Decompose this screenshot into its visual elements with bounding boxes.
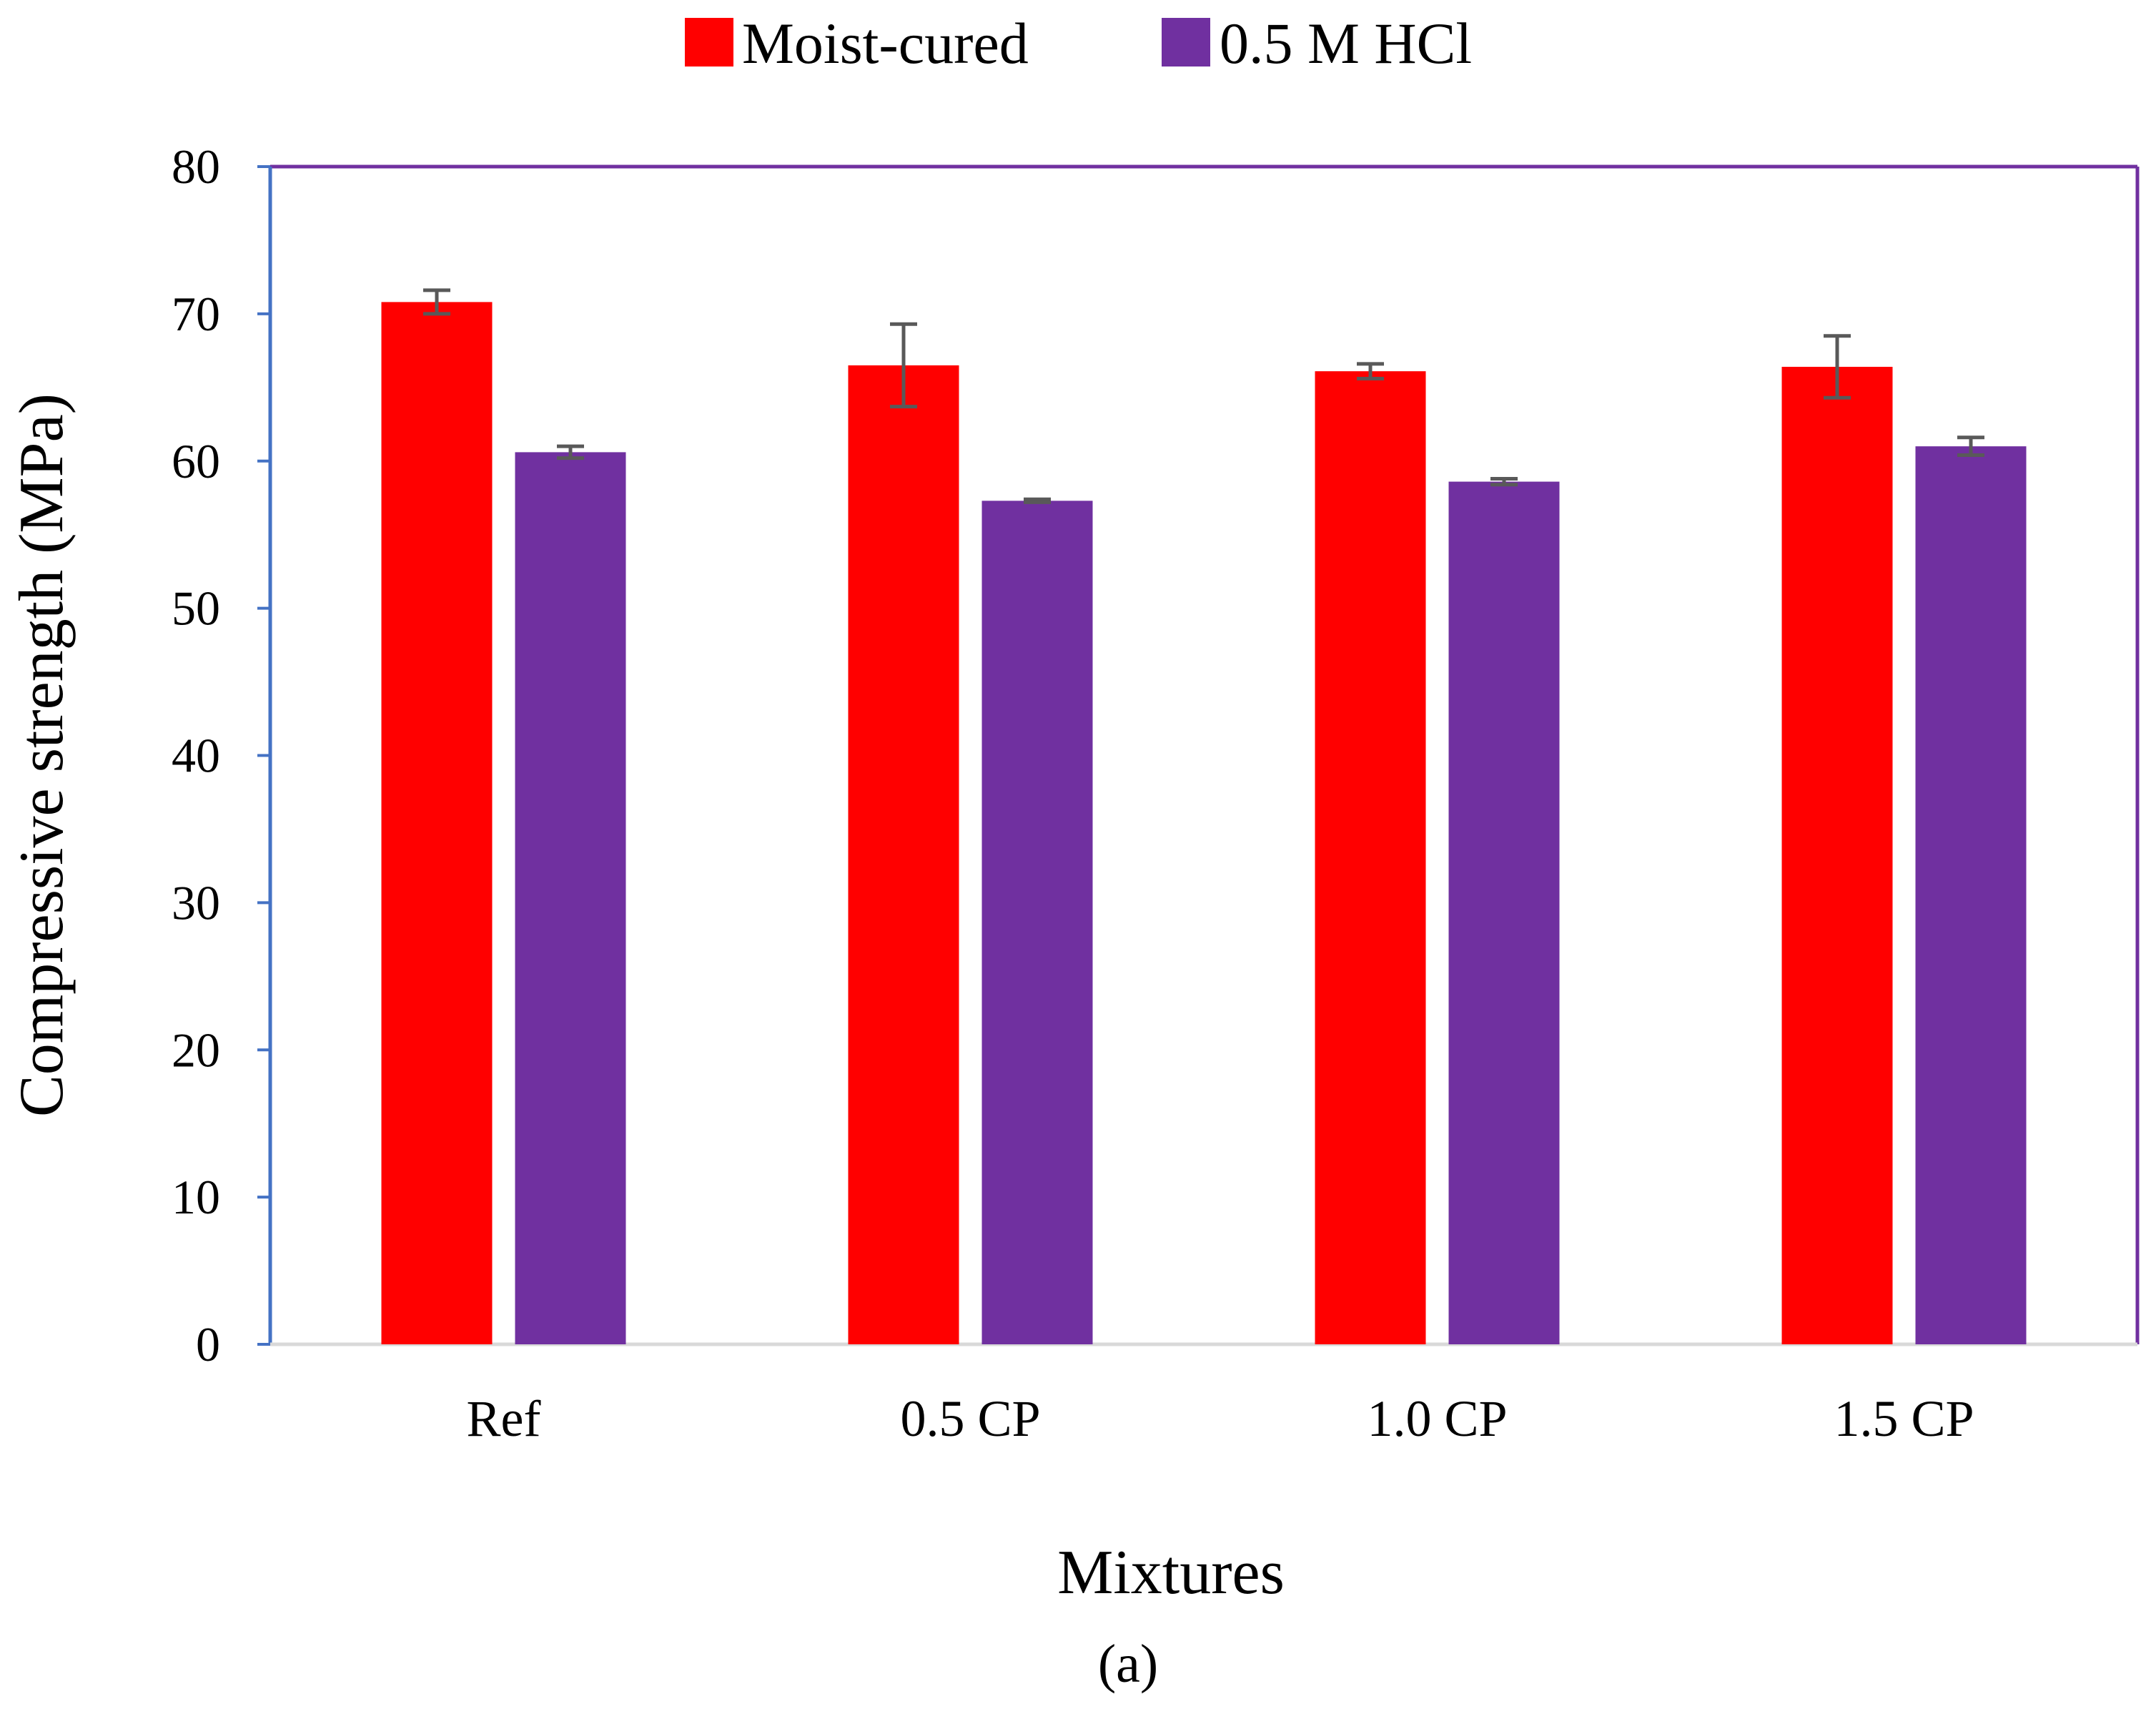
bar-moist-cured: [1315, 371, 1426, 1344]
bar-0-5-m-hcl: [1915, 446, 2027, 1344]
y-tick-label: 10: [172, 1170, 220, 1224]
y-axis-ticks: 0 10 20 30 40 50 60 70 80: [172, 139, 270, 1371]
y-tick-label: 40: [172, 729, 220, 783]
y-tick-label: 70: [172, 287, 220, 341]
x-tick-label: 0.5 CP: [900, 1390, 1040, 1447]
y-tick-label: 30: [172, 875, 220, 930]
legend: Moist-cured 0.5 M HCl: [685, 11, 1472, 76]
bar-0-5-m-hcl: [1448, 481, 1560, 1344]
bars: [381, 288, 2027, 1345]
bar-0-5-m-hcl: [981, 501, 1093, 1345]
y-tick-label: 20: [172, 1023, 220, 1077]
bar-moist-cured: [381, 302, 493, 1344]
legend-swatch-hcl: [1162, 18, 1210, 67]
x-tick-label: 1.5 CP: [1834, 1390, 1974, 1447]
x-tick-label: 1.0 CP: [1367, 1390, 1507, 1447]
panel-label: (a): [1098, 1634, 1158, 1694]
y-tick-label: 50: [172, 581, 220, 636]
x-tick-label: Ref: [467, 1390, 541, 1447]
y-tick-label: 0: [196, 1317, 220, 1371]
y-tick-label: 60: [172, 434, 220, 488]
bar-moist-cured: [1781, 366, 1893, 1344]
y-axis-title: Compressive strength (MPa): [7, 393, 76, 1117]
legend-label-hcl: 0.5 M HCl: [1220, 11, 1472, 76]
bar-0-5-m-hcl: [515, 452, 626, 1345]
x-axis-title: Mixtures: [1057, 1538, 1285, 1607]
x-axis-tick-labels: Ref 0.5 CP 1.0 CP 1.5 CP: [467, 1390, 1974, 1447]
legend-label-moist-cured: Moist-cured: [742, 11, 1029, 76]
bar-moist-cured: [848, 365, 959, 1344]
y-tick-label: 80: [172, 139, 220, 194]
legend-swatch-moist-cured: [685, 18, 733, 67]
